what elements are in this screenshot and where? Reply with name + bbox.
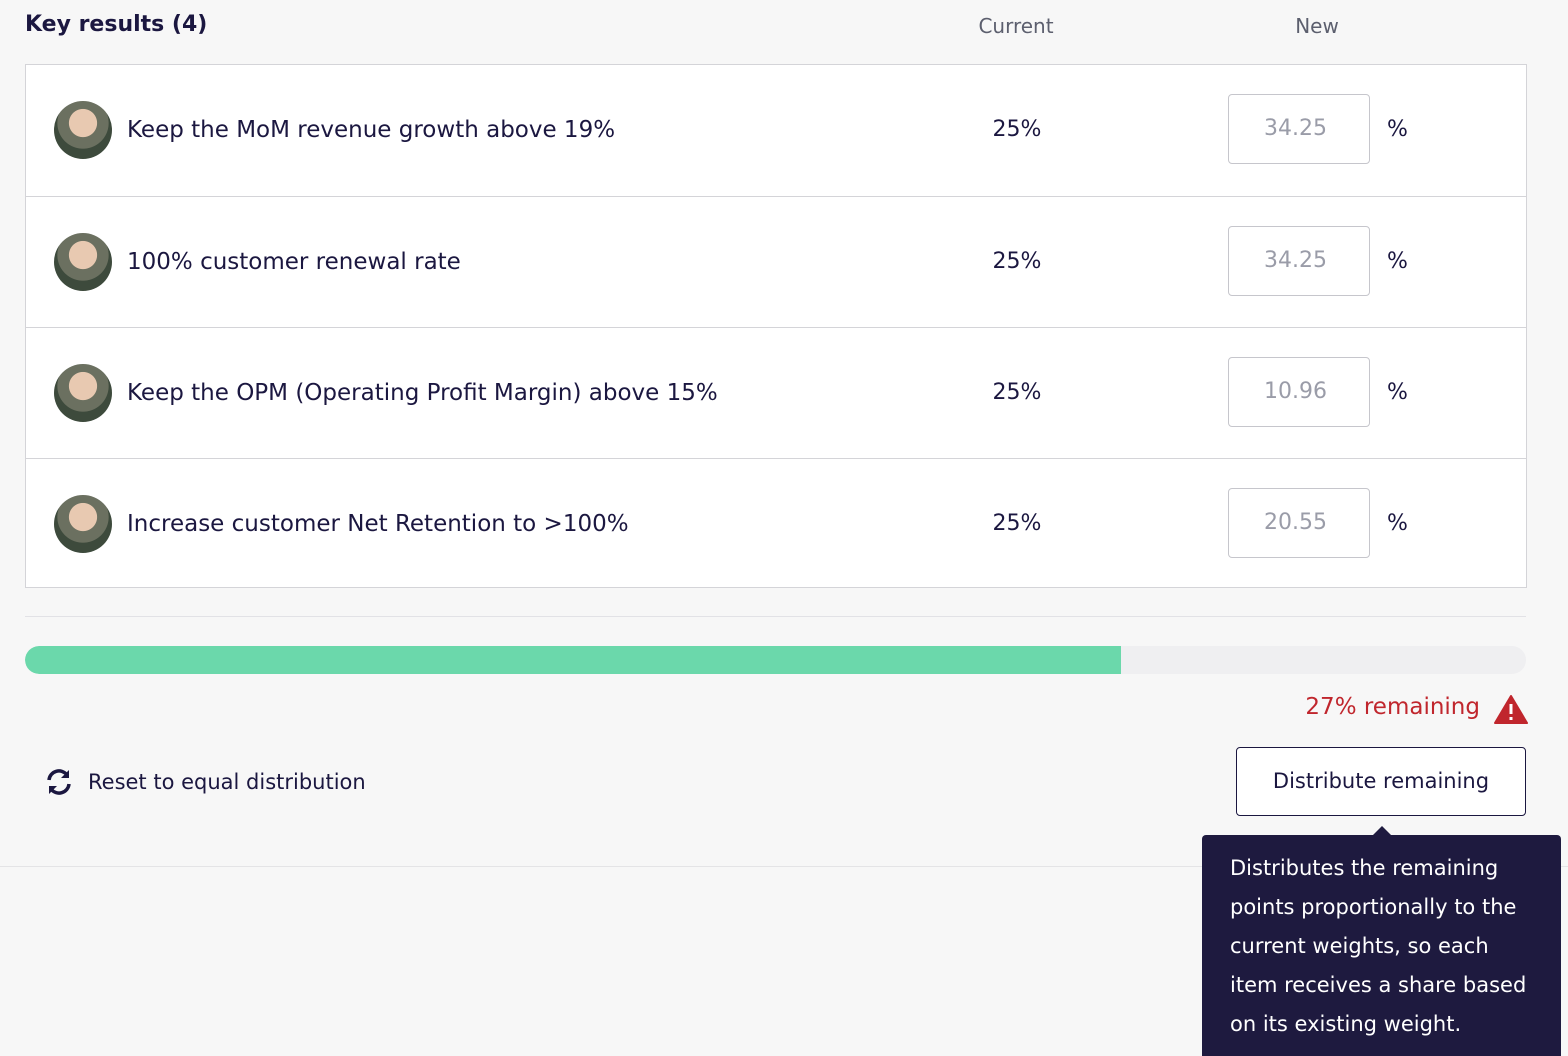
key-result-name: Increase customer Net Retention to >100%: [127, 511, 629, 537]
key-result-name: 100% customer renewal rate: [127, 249, 461, 275]
new-weight-input[interactable]: 34.25: [1228, 226, 1370, 296]
unit-label: %: [1387, 117, 1408, 142]
key-result-row: 100% customer renewal rate 25% 34.25%: [26, 196, 1526, 327]
progress-fill: [25, 646, 1121, 674]
key-result-row: Keep the MoM revenue growth above 19% 25%…: [26, 65, 1526, 195]
unit-label: %: [1387, 511, 1408, 536]
progress-track: [25, 646, 1526, 674]
avatar: [54, 233, 112, 291]
avatar: [54, 101, 112, 159]
distribute-button[interactable]: Distribute remaining: [1236, 747, 1526, 816]
tooltip-arrow: [1372, 826, 1392, 836]
current-weight-value: 25%: [992, 117, 1042, 142]
new-weight-input[interactable]: 10.96: [1228, 357, 1370, 427]
current-weight-value: 25%: [992, 380, 1042, 405]
avatar: [54, 364, 112, 422]
key-result-row: Keep the OPM (Operating Profit Margin) a…: [26, 327, 1526, 458]
new-weight-input[interactable]: 34.25: [1228, 94, 1370, 164]
column-header: Current: [978, 14, 1054, 38]
warning-icon: [1494, 695, 1528, 724]
reset-button[interactable]: Reset to equal distribution: [44, 764, 366, 800]
reset-label: Reset to equal distribution: [88, 770, 366, 794]
unit-label: %: [1387, 380, 1408, 405]
key-result-name: Keep the MoM revenue growth above 19%: [127, 117, 616, 143]
key-result-row: Increase customer Net Retention to >100%…: [26, 458, 1526, 589]
current-weight-value: 25%: [992, 249, 1042, 274]
remaining-status: 27% remaining: [1305, 694, 1480, 720]
section-title: Key results (4): [25, 12, 208, 37]
key-results-table: Keep the MoM revenue growth above 19% 25%…: [25, 64, 1527, 588]
reset-icon: [47, 769, 71, 795]
divider: [0, 866, 1568, 867]
tooltip: Distributes the remaining points proport…: [1202, 835, 1561, 1056]
new-weight-input[interactable]: 20.55: [1228, 488, 1370, 558]
unit-label: %: [1387, 249, 1408, 274]
avatar: [54, 495, 112, 553]
column-header: New: [1295, 14, 1339, 38]
divider: [25, 616, 1526, 617]
key-result-name: Keep the OPM (Operating Profit Margin) a…: [127, 380, 718, 406]
current-weight-value: 25%: [992, 511, 1042, 536]
